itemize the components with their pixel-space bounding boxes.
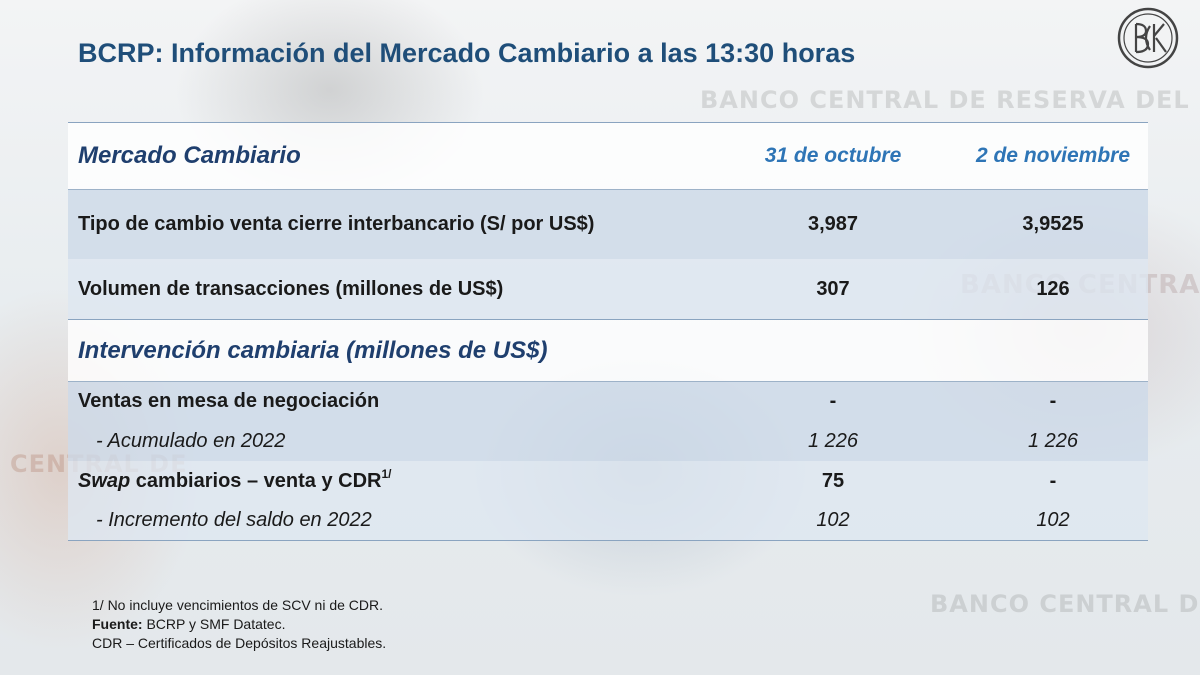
row-label: Volumen de transacciones (millones de US… — [78, 277, 504, 300]
row-value-2: 102 — [1036, 509, 1070, 531]
table-row: - Acumulado en 2022 1 226 1 226 — [68, 421, 1148, 461]
footnote-1: 1/ No incluye vencimientos de SCV ni de … — [92, 597, 384, 613]
source-label: Fuente: — [92, 616, 143, 632]
table-row: Ventas en mesa de negociación - - — [68, 381, 1148, 421]
row-label: Swap cambiarios – venta y CDR1/ — [68, 466, 708, 493]
table-row: Swap cambiarios – venta y CDR1/ 75 - — [68, 461, 1148, 501]
table-row: - Incremento del saldo en 2022 102 102 — [68, 501, 1148, 541]
row-value-2: - — [1049, 469, 1057, 492]
row-value-2: 3,9525 — [1022, 213, 1084, 235]
row-value-2: 126 — [1036, 277, 1070, 300]
table-header-row: Mercado Cambiario 31 de octubre 2 de nov… — [68, 123, 1148, 189]
row-label: Ventas en mesa de negociación — [78, 390, 380, 412]
header-date-2: 2 de noviembre — [975, 144, 1131, 167]
row-label: - Incremento del saldo en 2022 — [96, 509, 372, 531]
row-value-1: - — [829, 390, 837, 412]
row-value-1: 102 — [816, 509, 850, 531]
section-header-row: Intervención cambiaria (millones de US$) — [68, 319, 1148, 381]
row-label: Tipo de cambio venta cierre interbancari… — [78, 213, 595, 235]
header-label: Mercado Cambiario — [78, 142, 301, 169]
row-value-1: 3,987 — [807, 213, 859, 235]
table-row: Tipo de cambio venta cierre interbancari… — [68, 189, 1148, 259]
cdr-definition-note: CDR – Certificados de Depósitos Reajusta… — [92, 635, 387, 651]
source-note: Fuente: BCRP y SMF Datatec. — [92, 615, 386, 634]
row-label: - Acumulado en 2022 — [96, 429, 286, 452]
section-label: Intervención cambiaria (millones de US$) — [78, 336, 548, 364]
swap-label-rest: cambiarios – venta y CDR — [130, 469, 382, 492]
row-value-1: 307 — [816, 277, 850, 300]
row-value-2: - — [1049, 390, 1057, 412]
footnotes: 1/ No incluye vencimientos de SCV ni de … — [92, 596, 386, 653]
footnote-marker: 1/ — [381, 466, 392, 481]
source-text: BCRP y SMF Datatec. — [142, 616, 286, 632]
row-value-2: 1 226 — [1027, 429, 1079, 452]
row-value-1: 75 — [821, 469, 845, 492]
exchange-market-table: Mercado Cambiario 31 de octubre 2 de nov… — [68, 122, 1148, 541]
background-banknote-text: BANCO CENTRAL DE — [930, 590, 1200, 618]
page-title: BCRP: Información del Mercado Cambiario … — [78, 38, 856, 68]
bcrp-seal-icon — [1117, 7, 1179, 69]
swap-italic-label: Swap — [78, 469, 131, 492]
background-banknote-text: BANCO CENTRAL DE RESERVA DEL PE — [700, 86, 1200, 114]
table-row: Volumen de transacciones (millones de US… — [68, 259, 1148, 319]
row-value-1: 1 226 — [807, 429, 859, 452]
header-date-1: 31 de octubre — [764, 144, 902, 167]
